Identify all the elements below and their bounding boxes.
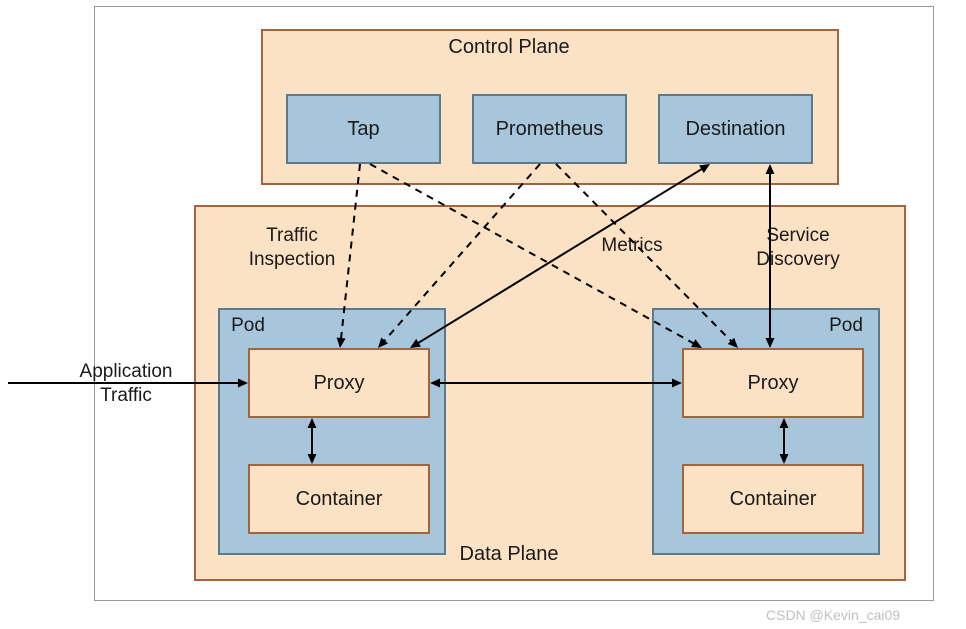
prometheus-node: Prometheus: [472, 94, 627, 164]
proxy2-label: Proxy: [747, 372, 798, 395]
service-discovery-label: Service Discovery: [738, 224, 858, 272]
tap-node: Tap: [286, 94, 441, 164]
application-traffic-label: Application Traffic: [56, 360, 196, 408]
container1-label: Container: [296, 488, 383, 511]
container1-node: Container: [248, 464, 430, 534]
proxy1-label: Proxy: [313, 372, 364, 395]
pod2-label: Pod: [816, 315, 876, 337]
destination-node: Destination: [658, 94, 813, 164]
control-plane-label: Control Plane: [389, 36, 629, 59]
container2-node: Container: [682, 464, 864, 534]
pod1-label: Pod: [218, 315, 278, 337]
proxy1-node: Proxy: [248, 348, 430, 418]
traffic-inspection-label: Traffic Inspection: [232, 224, 352, 272]
watermark: CSDN @Kevin_cai09: [766, 607, 900, 623]
tap-label: Tap: [347, 118, 379, 141]
metrics-label: Metrics: [582, 234, 682, 258]
container2-label: Container: [730, 488, 817, 511]
diagram-canvas: Control Plane Data Plane Tap Prometheus …: [0, 0, 966, 629]
prometheus-label: Prometheus: [496, 118, 604, 141]
destination-label: Destination: [685, 118, 785, 141]
proxy2-node: Proxy: [682, 348, 864, 418]
